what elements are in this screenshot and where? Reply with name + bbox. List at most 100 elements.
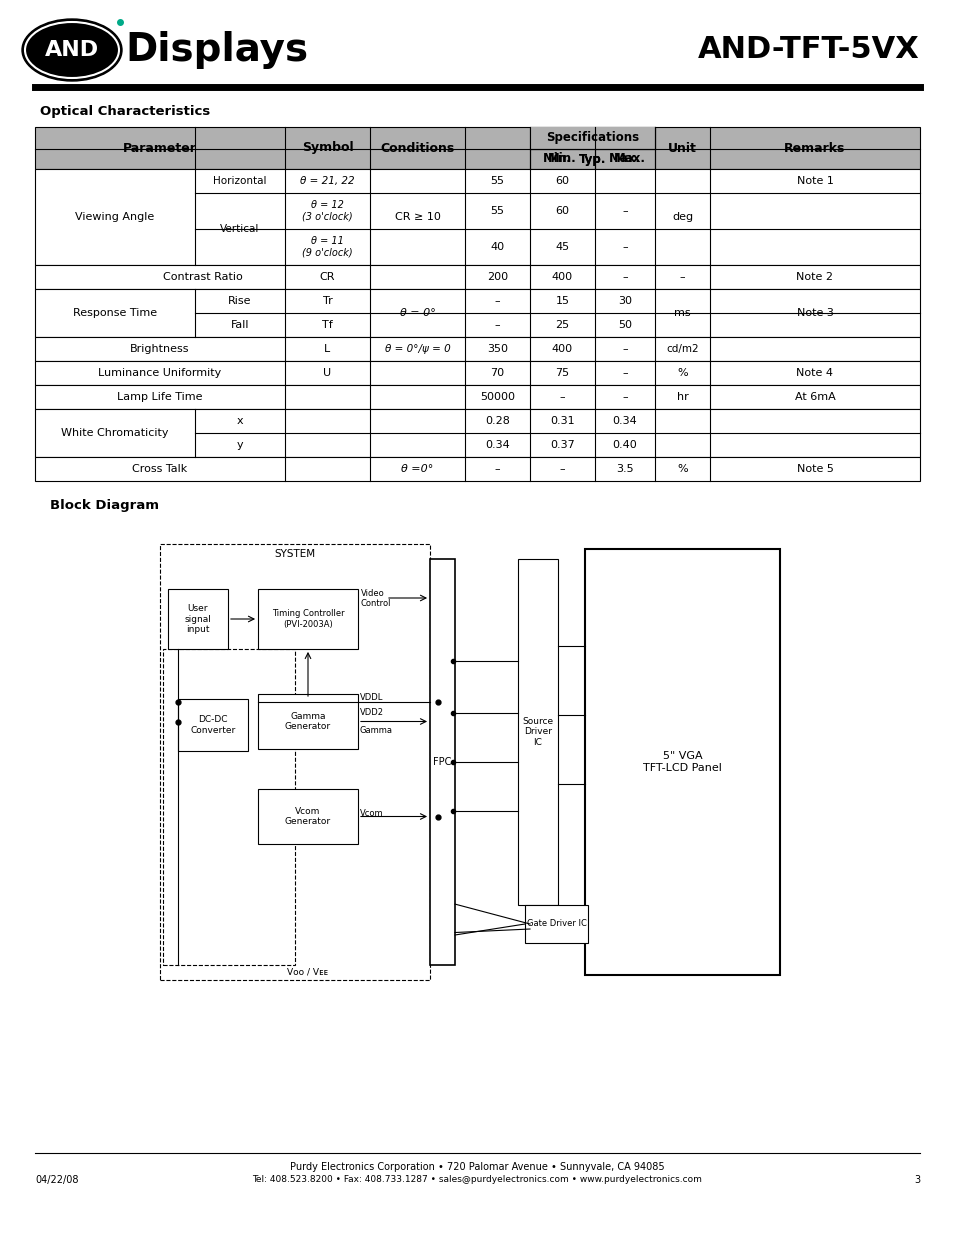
Text: Note 4: Note 4 xyxy=(796,368,833,378)
Bar xyxy=(35,169,919,266)
Text: Note 3: Note 3 xyxy=(796,308,833,317)
Bar xyxy=(35,457,919,480)
Text: 350: 350 xyxy=(486,345,507,354)
Text: AND-TFT-5VX: AND-TFT-5VX xyxy=(698,36,919,64)
Text: Note 5: Note 5 xyxy=(796,464,833,474)
Text: 45: 45 xyxy=(555,242,569,252)
Bar xyxy=(257,694,357,748)
Text: 3: 3 xyxy=(913,1174,919,1186)
Text: Block Diagram: Block Diagram xyxy=(50,499,159,513)
Text: 55: 55 xyxy=(490,206,504,216)
Text: 5" VGA
TFT-LCD Panel: 5" VGA TFT-LCD Panel xyxy=(642,751,721,773)
Text: User
signal
input: User signal input xyxy=(184,604,212,634)
Bar xyxy=(35,361,919,385)
Text: Parameter: Parameter xyxy=(123,142,196,154)
Bar xyxy=(35,337,919,361)
Text: Source
Driver
IC: Source Driver IC xyxy=(522,718,553,747)
Text: FPC: FPC xyxy=(433,757,451,767)
Text: Unit: Unit xyxy=(667,142,697,154)
Text: –: – xyxy=(679,429,684,438)
Text: y: y xyxy=(236,440,243,450)
Text: Timing Controller
(PVI-2003A): Timing Controller (PVI-2003A) xyxy=(272,609,344,629)
Bar xyxy=(517,559,558,905)
Text: Vcom: Vcom xyxy=(359,809,383,818)
Bar xyxy=(530,127,655,149)
Bar xyxy=(163,650,294,965)
Text: –: – xyxy=(621,206,627,216)
Text: Horizontal: Horizontal xyxy=(213,177,267,186)
Text: 25: 25 xyxy=(555,320,569,330)
Text: Purdy Electronics Corporation • 720 Palomar Avenue • Sunnyvale, CA 94085: Purdy Electronics Corporation • 720 Palo… xyxy=(290,1162,663,1172)
Bar xyxy=(35,266,919,289)
Text: Note 2: Note 2 xyxy=(796,272,833,282)
Text: AND: AND xyxy=(45,40,99,61)
Text: Luminance Uniformity: Luminance Uniformity xyxy=(98,368,221,378)
Text: 15: 15 xyxy=(555,296,569,306)
Text: Symbol: Symbol xyxy=(301,142,353,154)
Bar xyxy=(160,543,430,981)
Text: %: % xyxy=(677,464,687,474)
Text: 70: 70 xyxy=(490,368,504,378)
Text: At 6mA: At 6mA xyxy=(794,391,835,403)
Text: 0.37: 0.37 xyxy=(550,440,575,450)
Bar xyxy=(178,699,248,751)
Bar xyxy=(530,127,655,149)
Bar xyxy=(257,589,357,650)
Text: Video: Video xyxy=(360,589,384,599)
Text: –: – xyxy=(621,242,627,252)
Text: Rise: Rise xyxy=(228,296,252,306)
Text: U: U xyxy=(323,368,332,378)
Text: deg: deg xyxy=(671,212,692,222)
Text: White Chromaticity: White Chromaticity xyxy=(61,429,169,438)
Text: 0.34: 0.34 xyxy=(612,416,637,426)
Text: DC-DC
Converter: DC-DC Converter xyxy=(191,715,235,735)
Text: Gamma
Generator: Gamma Generator xyxy=(285,711,331,731)
Text: Vᴏᴏ / Vᴇᴇ: Vᴏᴏ / Vᴇᴇ xyxy=(287,967,328,977)
Text: Min.: Min. xyxy=(542,152,571,165)
Bar xyxy=(257,789,357,844)
Text: Response Time: Response Time xyxy=(72,308,157,317)
Bar xyxy=(35,127,919,169)
Text: Max.: Max. xyxy=(614,152,645,165)
Text: 75: 75 xyxy=(555,368,569,378)
Text: 0.28: 0.28 xyxy=(484,416,510,426)
Text: %: % xyxy=(677,368,687,378)
Text: 55: 55 xyxy=(490,177,504,186)
Text: Fall: Fall xyxy=(231,320,249,330)
Text: Control: Control xyxy=(360,599,391,608)
Text: cd/m2: cd/m2 xyxy=(665,345,699,354)
Text: 04/22/08: 04/22/08 xyxy=(35,1174,78,1186)
Text: –: – xyxy=(559,464,565,474)
Text: Lamp Life Time: Lamp Life Time xyxy=(117,391,203,403)
Text: –: – xyxy=(495,320,499,330)
Text: θ =0°: θ =0° xyxy=(401,464,434,474)
Bar xyxy=(35,385,919,409)
Bar xyxy=(584,550,780,974)
Text: Max.: Max. xyxy=(608,152,640,165)
Text: 30: 30 xyxy=(618,296,631,306)
Text: 60: 60 xyxy=(555,206,569,216)
Text: 200: 200 xyxy=(486,272,508,282)
Text: –: – xyxy=(495,296,499,306)
Text: 60: 60 xyxy=(555,177,569,186)
Text: 50000: 50000 xyxy=(479,391,515,403)
Text: –: – xyxy=(621,368,627,378)
Bar xyxy=(168,589,228,650)
Text: Note 1: Note 1 xyxy=(796,177,833,186)
Text: –: – xyxy=(559,391,565,403)
Text: Gate Driver IC: Gate Driver IC xyxy=(526,920,586,929)
Text: θ = 21, 22: θ = 21, 22 xyxy=(300,177,355,186)
Text: –: – xyxy=(621,272,627,282)
Text: Tf: Tf xyxy=(322,320,333,330)
Text: Typ.: Typ. xyxy=(578,152,605,165)
Text: Tel: 408.523.8200 • Fax: 408.733.1287 • sales@purdyelectronics.com • www.purdyel: Tel: 408.523.8200 • Fax: 408.733.1287 • … xyxy=(252,1176,701,1184)
Text: Optical Characteristics: Optical Characteristics xyxy=(40,105,210,119)
Text: θ = 12
(3 o'clock): θ = 12 (3 o'clock) xyxy=(302,200,353,222)
Text: VDDL: VDDL xyxy=(359,693,383,701)
Text: 3.5: 3.5 xyxy=(616,464,633,474)
Text: –: – xyxy=(495,464,499,474)
Text: θ = 11
(9 o'clock): θ = 11 (9 o'clock) xyxy=(302,236,353,258)
Text: VDD2: VDD2 xyxy=(359,708,384,718)
Text: Viewing Angle: Viewing Angle xyxy=(75,212,154,222)
Text: Contrast Ratio: Contrast Ratio xyxy=(162,272,242,282)
